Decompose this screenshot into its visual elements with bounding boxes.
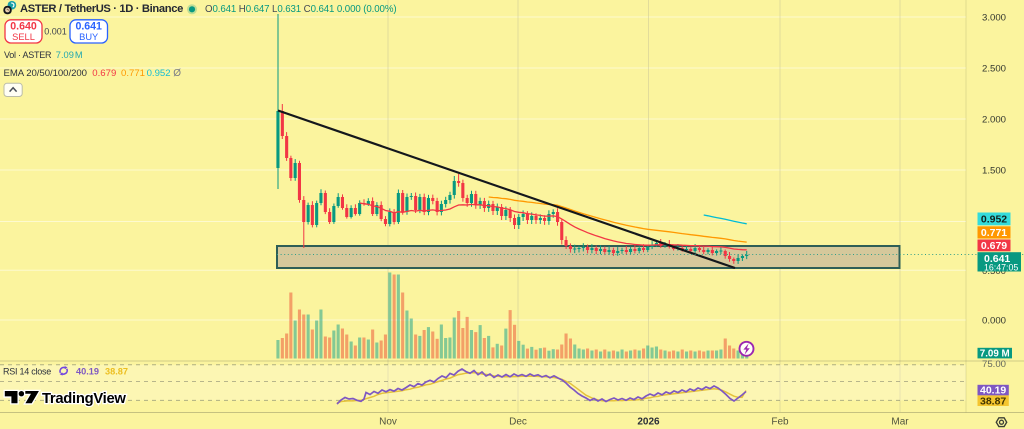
svg-text:0.952: 0.952	[981, 214, 1007, 226]
svg-text:0.000: 0.000	[982, 315, 1006, 326]
svg-text:Nov: Nov	[379, 417, 397, 428]
svg-text:7.09: 7.09	[56, 50, 74, 60]
svg-text:Ø: Ø	[173, 68, 181, 79]
svg-text:0.640: 0.640	[10, 21, 37, 33]
svg-text:7.09 M: 7.09 M	[980, 349, 1010, 360]
svg-text:0.679: 0.679	[92, 68, 116, 79]
svg-text:EMA 20/50/100/200: EMA 20/50/100/200	[4, 68, 87, 79]
svg-text:0.952: 0.952	[147, 68, 171, 79]
svg-text:ASTER / TetherUS · 1D · Binanc: ASTER / TetherUS · 1D · Binance	[20, 3, 183, 15]
svg-text:2.500: 2.500	[982, 63, 1006, 74]
svg-text:2.000: 2.000	[982, 114, 1006, 125]
svg-text:3.000: 3.000	[982, 12, 1006, 23]
svg-text:TradingView: TradingView	[42, 391, 126, 407]
svg-text:38.87: 38.87	[105, 366, 128, 376]
svg-text:SELL: SELL	[12, 32, 35, 42]
svg-text:O0.641 H0.647 L0.631 C0.641 0.: O0.641 H0.647 L0.631 C0.641 0.000 (0.00%…	[205, 4, 396, 15]
svg-text:38.87: 38.87	[980, 395, 1006, 407]
svg-text:BUY: BUY	[79, 32, 98, 42]
svg-text:Mar: Mar	[891, 417, 909, 428]
svg-text:Feb: Feb	[771, 417, 789, 428]
svg-text:0.641: 0.641	[75, 21, 102, 33]
svg-text:75.00: 75.00	[982, 359, 1006, 370]
svg-text:RSI 14 close: RSI 14 close	[3, 366, 51, 376]
svg-text:40.19: 40.19	[980, 385, 1006, 397]
svg-text:40.19: 40.19	[76, 366, 99, 376]
svg-text:0.001: 0.001	[44, 27, 67, 37]
svg-text:Vol · ASTER: Vol · ASTER	[4, 50, 52, 60]
svg-text:0.771: 0.771	[121, 68, 145, 79]
svg-text:0.641: 0.641	[984, 253, 1010, 265]
svg-text:1.500: 1.500	[982, 165, 1006, 176]
svg-text:16:47:05: 16:47:05	[984, 262, 1018, 272]
svg-text:Dec: Dec	[509, 417, 527, 428]
svg-text:0.771: 0.771	[981, 227, 1007, 239]
svg-text:0.679: 0.679	[981, 240, 1007, 252]
svg-text:2026: 2026	[637, 417, 660, 428]
svg-text:M: M	[75, 50, 83, 60]
